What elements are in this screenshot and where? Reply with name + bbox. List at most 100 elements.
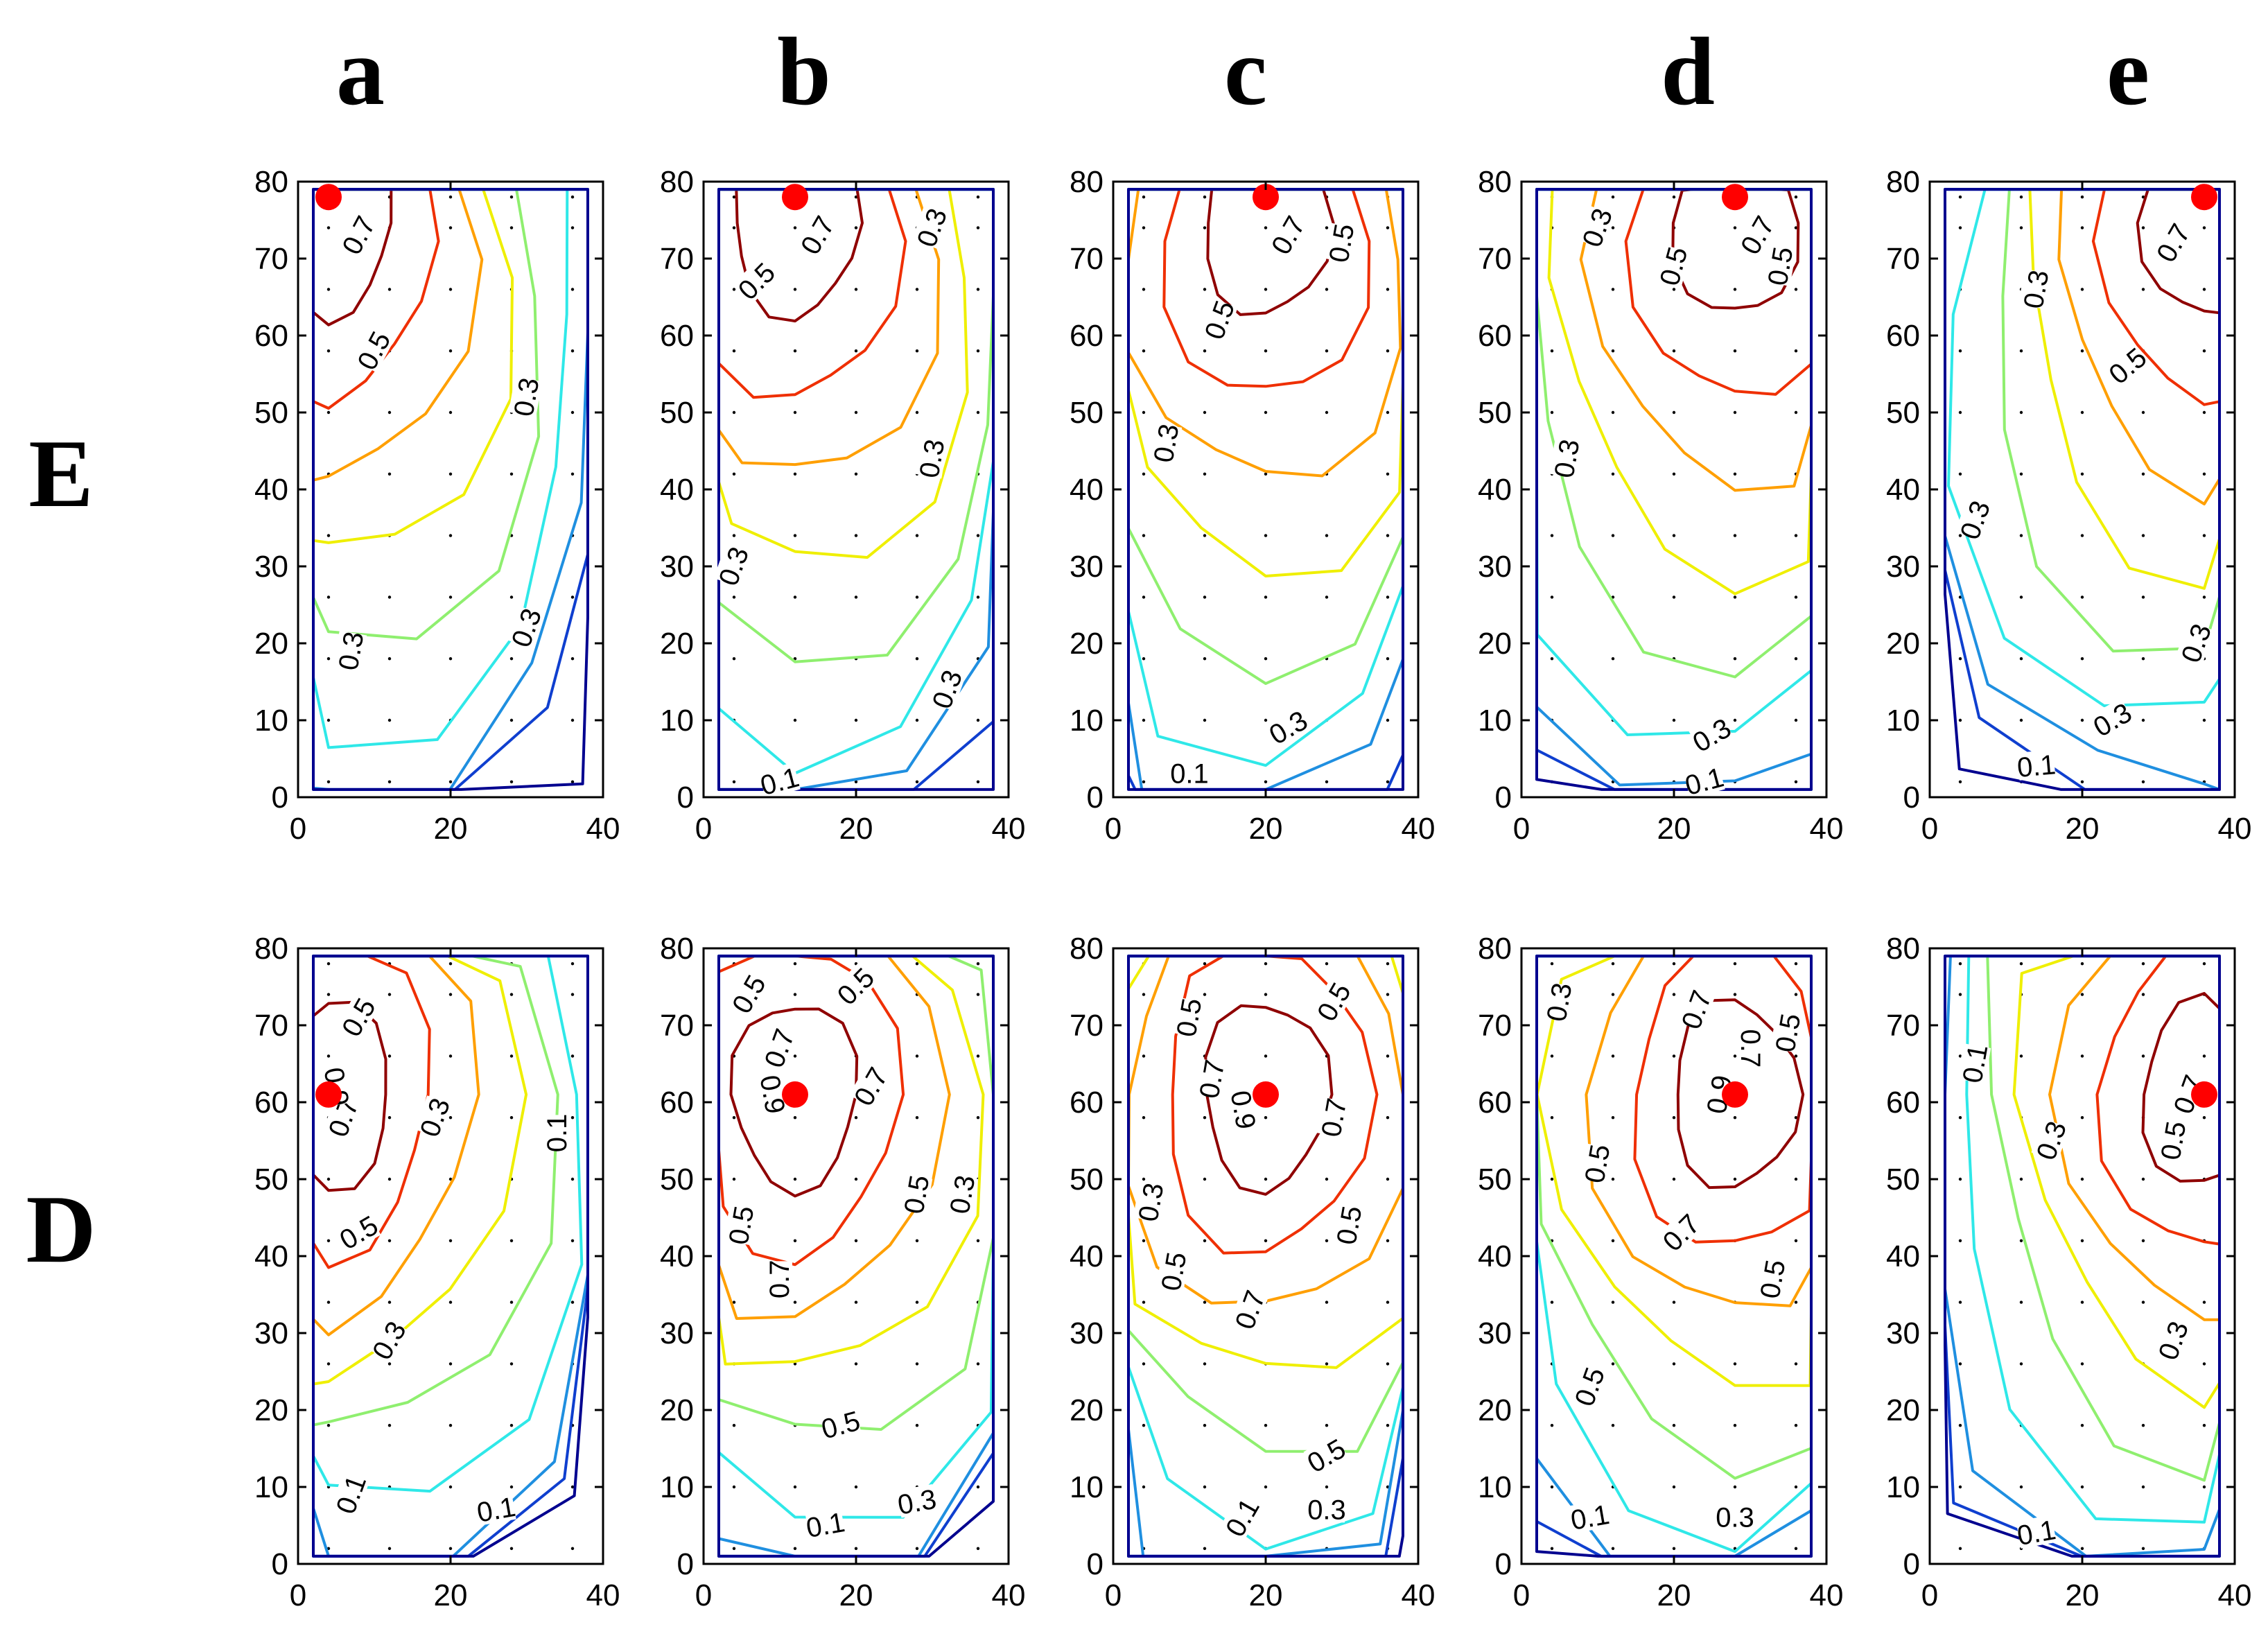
y-tick-label: 50 [1478,1163,1512,1196]
grid-point [2202,1116,2206,1120]
grid-point [1264,780,1268,784]
contour-label-bg [911,205,950,250]
grid-point [1958,195,1962,199]
grid-point [2141,1177,2145,1181]
grid-point [2141,1547,2145,1550]
contour-label-bg [1309,1495,1345,1523]
contour-label: 0.3 [2031,1117,2073,1164]
contour-line-0.1 [1944,955,2221,1558]
contour-label-bg [2031,1118,2070,1163]
contour-label: 0.5 [1655,244,1694,289]
grid-point [854,1300,858,1304]
grid-point [854,595,858,599]
grid-point [1794,1485,1798,1489]
grid-point [1672,962,1676,966]
grid-point [1325,226,1329,229]
grid-point [1672,472,1676,476]
y-tick-label: 70 [1478,1009,1512,1043]
grid-point [1386,595,1390,599]
grid-point [2080,288,2084,291]
grid-point [854,534,858,537]
y-tick-label: 70 [254,242,288,276]
grid-point [1672,349,1676,353]
x-tick-label: 0 [1513,1578,1530,1612]
y-tick-label: 40 [254,1239,288,1273]
grid-point [854,472,858,476]
grid-point [732,1300,736,1304]
y-tick-label: 60 [1478,1086,1512,1120]
contour-label: 0.5 [818,1406,863,1445]
contour-line-0.9 [1676,998,1805,1190]
grid-point [387,1054,392,1058]
grid-point [854,349,858,353]
grid-point [1264,226,1268,229]
source-marker [1722,184,1748,211]
y-tick-label: 10 [1886,704,1920,738]
contour-label-bg [2016,1515,2057,1549]
grid-point [1325,410,1329,415]
grid-point [2080,534,2084,537]
grid-point [448,226,453,229]
contour-label-bg [1199,297,1238,342]
grid-point [1264,657,1268,661]
grid-point [1550,1485,1554,1489]
grid-point [915,1362,919,1366]
y-tick-label: 80 [1070,165,1104,199]
grid-point [2019,410,2023,415]
grid-point [1142,226,1146,229]
grid-point [2202,1485,2206,1489]
grid-point [915,349,919,353]
grid-point [976,410,980,415]
grid-point [448,657,453,661]
grid-point [1672,1485,1676,1489]
contour-line-0.1 [717,955,995,1558]
grid-point [387,595,392,599]
contour-label: 0.5 [1171,996,1208,1039]
grid-point [509,195,514,199]
grid-point [570,993,575,996]
grid-point [1203,718,1207,722]
grid-point [915,962,919,966]
contour-label-bg [1171,758,1207,787]
grid-point [976,1362,980,1366]
grid-point [1794,1116,1798,1120]
grid-point [326,410,331,415]
contour-label: 0.7 [1230,1287,1271,1333]
y-tick-label: 20 [1886,627,1920,661]
grid-point [1611,410,1615,415]
grid-point [1550,1177,1554,1181]
grid-point [1203,1300,1207,1304]
grid-point [448,780,453,784]
grid-point [1325,534,1329,537]
grid-point [570,780,575,784]
grid-point [1958,962,1962,966]
x-tick-label: 0 [1921,812,1938,846]
grid-point [1203,1424,1207,1427]
grid-point [1611,1177,1615,1181]
y-tick-label: 80 [254,932,288,966]
grid-point [1958,1362,1962,1366]
y-tick-label: 80 [660,932,694,966]
grid-point [1794,1300,1798,1304]
contour-label: 0.5 [2104,342,2153,390]
contour-label-bg [1230,1287,1268,1332]
contour-line-0.7 [312,955,480,1337]
grid-point [2141,410,2145,415]
contour-label-bg [1194,1059,1228,1099]
y-tick-label: 0 [1903,1547,1920,1581]
contour-label-bg [832,963,878,1009]
grid-point [448,472,453,476]
y-tick-label: 20 [1070,1393,1104,1427]
grid-point [1958,226,1962,229]
grid-point [1733,1177,1737,1181]
grid-point [570,1116,575,1120]
grid-point [1611,288,1615,291]
y-tick-label: 30 [1478,1316,1512,1350]
grid-point [1264,534,1268,537]
grid-point [509,1116,514,1120]
grid-point [2202,472,2206,476]
grid-point [326,349,331,353]
grid-point [448,410,453,415]
grid-point [1611,1424,1615,1427]
